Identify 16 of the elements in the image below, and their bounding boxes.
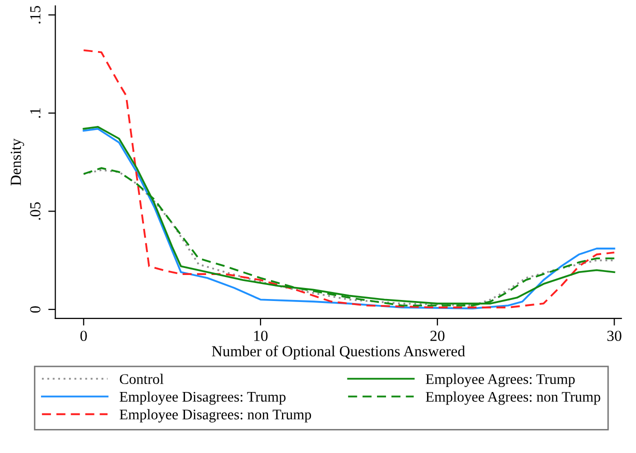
x-axis-title: Number of Optional Questions Answered <box>212 346 466 360</box>
x-tick-label: 20 <box>430 330 444 342</box>
x-tick-label: 30 <box>607 330 622 342</box>
y-tick-label: .15 <box>30 6 40 24</box>
y-axis-title: Density <box>10 138 24 186</box>
y-tick-label: .1 <box>30 108 40 118</box>
legend-label: Employee Disagrees: Trump <box>120 391 286 405</box>
x-tick-label: 10 <box>254 330 268 342</box>
legend-label: Control <box>120 374 164 384</box>
x-tick-label: 0 <box>80 330 87 342</box>
legend-label: Employee Agrees: Trump <box>426 374 575 388</box>
line-series <box>82 49 616 308</box>
legend-label: Employee Disagrees: non Trump <box>120 409 312 422</box>
y-tick-label: .05 <box>30 202 40 220</box>
y-tick-label: 0 <box>30 306 40 313</box>
legend-label: Employee Agrees: non Trump <box>426 391 600 405</box>
